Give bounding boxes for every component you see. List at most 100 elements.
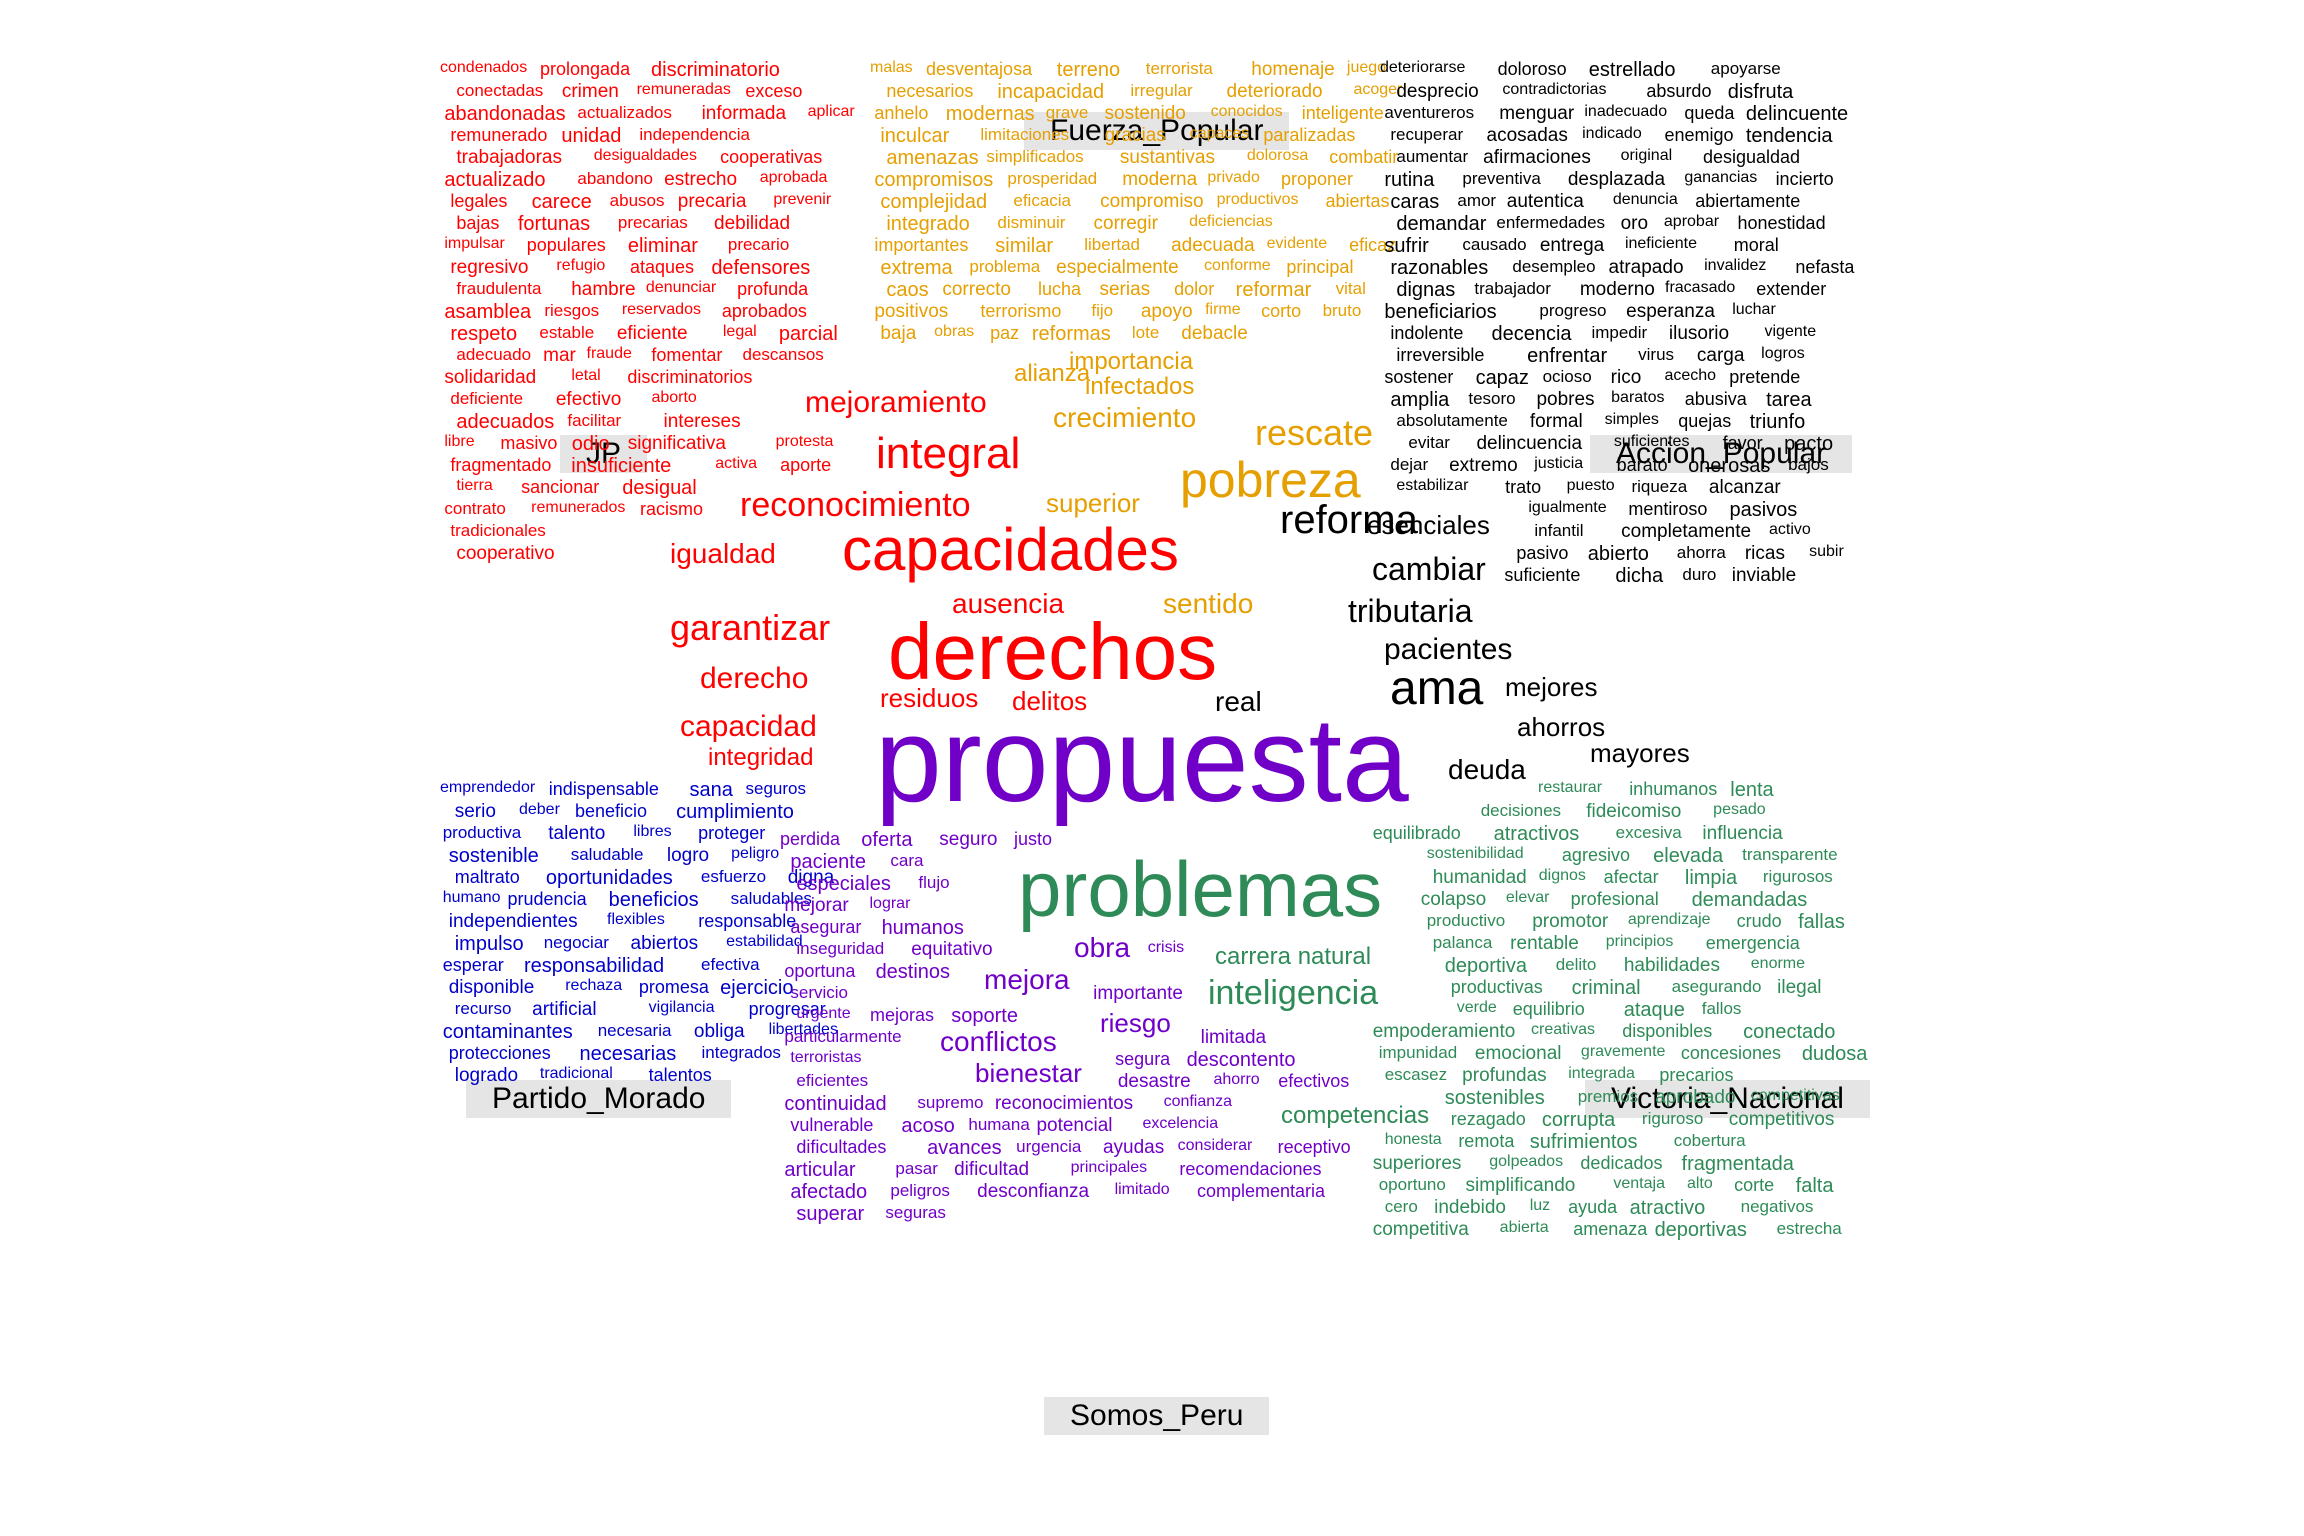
word-proteger: proteger bbox=[698, 823, 766, 843]
word-atractivo: atractivo bbox=[1629, 1197, 1706, 1219]
word-integrada: integrada bbox=[1568, 1065, 1635, 1082]
word-maltrato: maltrato bbox=[454, 867, 520, 887]
word-talento: talento bbox=[548, 823, 606, 844]
word-crudo: crudo bbox=[1736, 911, 1782, 931]
word-protesta: protesta bbox=[775, 433, 834, 450]
word-ataques: ataques bbox=[630, 257, 695, 277]
word-colapso: colapso bbox=[1420, 889, 1487, 910]
word-tendencia: tendencia bbox=[1745, 125, 1833, 147]
word-ejercicio: ejercicio bbox=[720, 977, 794, 999]
word-acoso: acoso bbox=[901, 1115, 955, 1137]
word-derecho: derecho bbox=[700, 662, 809, 695]
word-beneficiarios: beneficiarios bbox=[1384, 301, 1497, 323]
word-corregir: corregir bbox=[1093, 213, 1158, 234]
word-reconocimiento: reconocimiento bbox=[740, 486, 971, 524]
word-abandonadas: abandonadas bbox=[444, 103, 566, 125]
word-adecuado: adecuado bbox=[456, 345, 532, 364]
word-simplificando: simplificando bbox=[1465, 1175, 1576, 1196]
word-deber: deber bbox=[518, 801, 560, 818]
word-cambiar: cambiar bbox=[1372, 551, 1486, 587]
word-fraude: fraude bbox=[586, 345, 632, 362]
word-evidente: evidente bbox=[1266, 235, 1328, 252]
word-tesoro: tesoro bbox=[1468, 389, 1516, 408]
word-humanos: humanos bbox=[881, 917, 964, 939]
word-fallos: fallos bbox=[1701, 999, 1742, 1018]
word-enemigo: enemigo bbox=[1664, 125, 1734, 145]
word-autentica: autentica bbox=[1506, 191, 1584, 212]
word-acecho: acecho bbox=[1664, 367, 1717, 384]
word-especialmente: especialmente bbox=[1056, 257, 1179, 278]
word-negociar: negociar bbox=[543, 933, 609, 952]
word-profunda: profunda bbox=[737, 279, 809, 299]
word-compromiso: compromiso bbox=[1100, 191, 1204, 212]
word-delincuente: delincuente bbox=[1745, 103, 1849, 125]
word-dignos: dignos bbox=[1538, 867, 1586, 884]
word-alto: alto bbox=[1686, 1175, 1713, 1192]
word-fraudulenta: fraudulenta bbox=[456, 279, 542, 298]
word-regresivo: regresivo bbox=[450, 257, 529, 278]
word-mar: mar bbox=[543, 345, 576, 366]
word-indicado: indicado bbox=[1582, 125, 1642, 142]
word-impedir: impedir bbox=[1591, 323, 1648, 342]
word-inteligente: inteligente bbox=[1301, 103, 1384, 123]
word-extrema: extrema bbox=[880, 257, 953, 279]
word-necesaria: necesaria bbox=[597, 1021, 672, 1040]
word-cooperativo: cooperativo bbox=[456, 543, 555, 564]
word-desigualdades: desigualdades bbox=[593, 147, 697, 164]
word-agresivo: agresivo bbox=[1561, 845, 1630, 865]
word-similar: similar bbox=[995, 235, 1054, 257]
word-mejoras: mejoras bbox=[869, 1005, 934, 1025]
word-oferta: oferta bbox=[861, 829, 913, 851]
group-label-victoria-nacional: Victoria_Nacional bbox=[1585, 1080, 1870, 1118]
word-perdida: perdida bbox=[780, 829, 841, 849]
word-asamblea: asamblea bbox=[444, 301, 532, 323]
word-condenados: condenados bbox=[440, 59, 528, 76]
word-desigual: desigual bbox=[622, 477, 697, 499]
word-afirmaciones: afirmaciones bbox=[1483, 147, 1591, 168]
word-paz: paz bbox=[990, 323, 1020, 343]
word-precarias: precarias bbox=[617, 213, 688, 232]
word-atrapado: atrapado bbox=[1608, 257, 1684, 278]
word-incierto: incierto bbox=[1775, 169, 1834, 189]
word-remota: remota bbox=[1458, 1131, 1515, 1151]
word-completamente: completamente bbox=[1621, 521, 1752, 542]
word-independientes: independientes bbox=[448, 911, 578, 932]
word-seguras: seguras bbox=[885, 1203, 946, 1222]
word-atractivos: atractivos bbox=[1493, 823, 1580, 845]
word-responsable: responsable bbox=[698, 911, 797, 931]
word-fragmentado: fragmentado bbox=[450, 455, 552, 475]
word-prosperidad: prosperidad bbox=[1007, 169, 1098, 188]
word-carga: carga bbox=[1696, 345, 1745, 366]
word-ricas: ricas bbox=[1744, 543, 1785, 564]
word-logros: logros bbox=[1761, 345, 1805, 362]
word-humana: humana bbox=[968, 1115, 1030, 1134]
word-oro: oro bbox=[1620, 213, 1649, 234]
word-conocidos: conocidos bbox=[1210, 103, 1283, 120]
word-necesarios: necesarios bbox=[886, 81, 974, 101]
word-adecuados: adecuados bbox=[456, 411, 555, 433]
word-golpeados: golpeados bbox=[1489, 1153, 1564, 1170]
word-vulnerable: vulnerable bbox=[790, 1115, 874, 1135]
word-rutina: rutina bbox=[1384, 169, 1435, 191]
word-soporte: soporte bbox=[951, 1005, 1018, 1027]
word-pasar: pasar bbox=[895, 1159, 938, 1178]
word-elevar: elevar bbox=[1505, 889, 1550, 906]
word-rico: rico bbox=[1610, 367, 1642, 388]
word-riqueza: riqueza bbox=[1631, 477, 1688, 496]
word-deteriorado: deteriorado bbox=[1226, 81, 1323, 102]
word-responsabilidad: responsabilidad bbox=[524, 955, 665, 977]
word-terroristas: terroristas bbox=[790, 1049, 862, 1066]
word-conectadas: conectadas bbox=[456, 81, 544, 100]
word-proponer: proponer bbox=[1280, 169, 1354, 189]
word-descontento: descontento bbox=[1186, 1049, 1296, 1071]
word-abierto: abierto bbox=[1587, 543, 1649, 565]
word-activa: activa bbox=[715, 455, 758, 472]
word-estrecha: estrecha bbox=[1776, 1219, 1842, 1238]
word-desempleo: desempleo bbox=[1512, 257, 1596, 276]
word-eficientes: eficientes bbox=[796, 1071, 869, 1090]
word-crimen: crimen bbox=[561, 81, 619, 102]
word-prevenir: prevenir bbox=[773, 191, 832, 208]
word-limitado: limitado bbox=[1114, 1181, 1170, 1198]
word-crisis: crisis bbox=[1147, 939, 1185, 956]
word-transparente: transparente bbox=[1742, 845, 1838, 864]
